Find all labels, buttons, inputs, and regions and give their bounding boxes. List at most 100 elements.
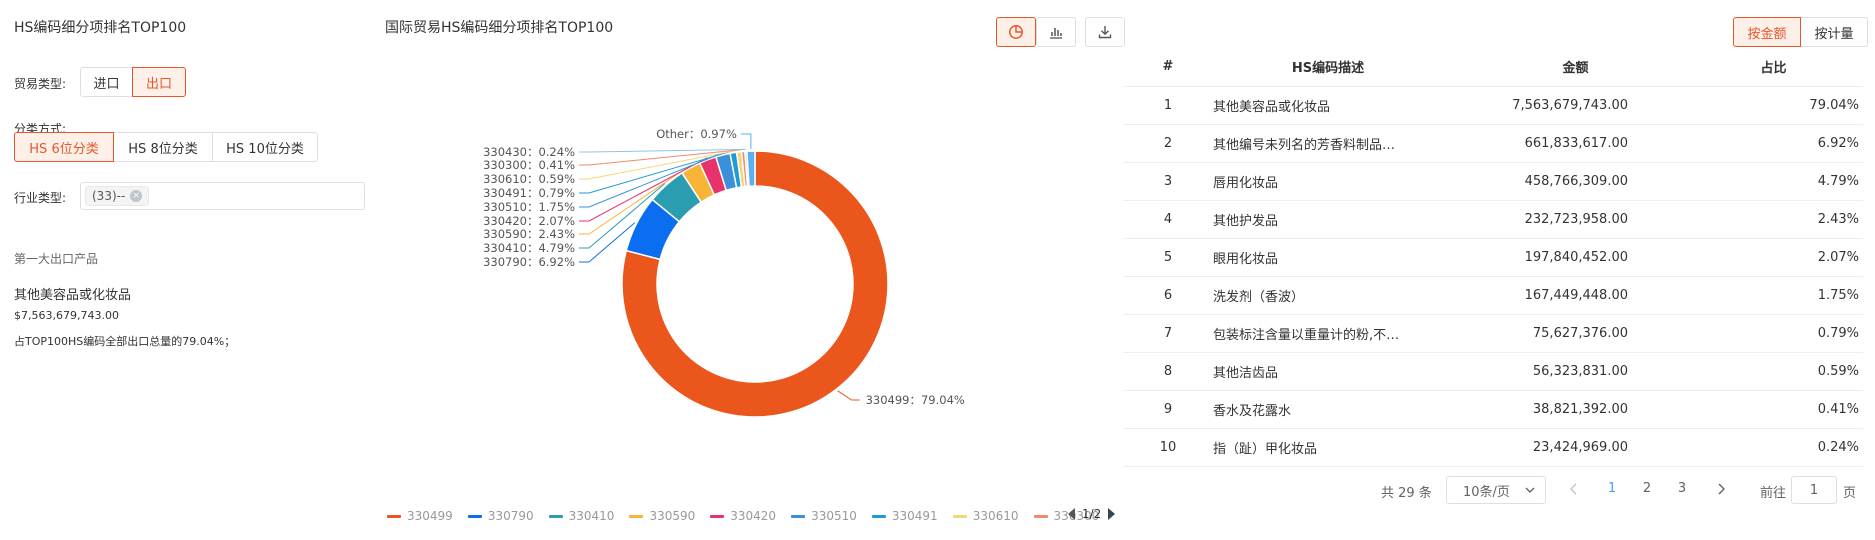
pie-label: 330510：1.75%: [483, 200, 575, 214]
export-button[interactable]: 出口: [132, 67, 186, 97]
pie-slice-other[interactable]: [746, 150, 756, 187]
legend-label: 330590: [649, 509, 696, 523]
table-row: 9 香水及花露水 38,821,392.00 0.41%: [1123, 390, 1863, 429]
col-desc-header: HS编码描述: [1213, 48, 1443, 87]
row-index: 5: [1123, 238, 1213, 277]
page-size-select[interactable]: 10条/页: [1446, 476, 1546, 504]
pie-label: 330410：4.79%: [483, 241, 575, 255]
row-amount: 232,723,958.00: [1443, 200, 1628, 239]
table-row: 8 其他洁齿品 56,323,831.00 0.59%: [1123, 352, 1863, 391]
legend-next-icon[interactable]: [1107, 507, 1117, 521]
pie-label: 330790：6.92%: [483, 255, 575, 269]
row-description: 唇用化妆品: [1213, 162, 1443, 201]
hs6-button[interactable]: HS 6位分类: [14, 132, 114, 162]
pie-label-line: [579, 149, 744, 166]
row-description: 眼用化妆品: [1213, 238, 1443, 277]
goto-page-suffix: 页: [1843, 486, 1857, 501]
summary-product-value: $7,563,679,743.00: [14, 309, 119, 322]
row-amount: 38,821,392.00: [1443, 390, 1628, 429]
row-percent: 1.75%: [1628, 276, 1863, 315]
classify-toggle: HS 6位分类 HS 8位分类 HS 10位分类: [14, 132, 318, 162]
legend-swatch: [629, 514, 644, 518]
pie-label: Other：0.97%: [656, 127, 737, 141]
trade-type-label: 贸易类型:: [14, 77, 67, 91]
next-page-icon[interactable]: [1716, 483, 1726, 495]
pie-label-line: [837, 390, 860, 401]
legend-item[interactable]: 330499: [387, 509, 453, 523]
legend-item[interactable]: 330610: [952, 509, 1019, 523]
row-index: 10: [1123, 428, 1213, 467]
hs8-button[interactable]: HS 8位分类: [113, 132, 213, 162]
row-index: 7: [1123, 314, 1213, 353]
by-quantity-button[interactable]: 按计量: [1800, 17, 1868, 47]
col-index-header: #: [1123, 48, 1213, 87]
legend-item[interactable]: 330300: [1033, 509, 1099, 523]
industry-label: 行业类型:: [14, 191, 67, 205]
download-icon: [1098, 26, 1112, 39]
measure-toggle: 按金额 按计量: [1733, 17, 1868, 47]
goto-page-input[interactable]: 1: [1791, 476, 1837, 504]
row-percent: 4.79%: [1628, 162, 1863, 201]
table-row: 5 眼用化妆品 197,840,452.00 2.07%: [1123, 238, 1863, 277]
legend-prev-icon[interactable]: [1066, 507, 1076, 521]
table-row: 6 洗发剂（香波） 167,449,448.00 1.75%: [1123, 276, 1863, 315]
legend-label: 330491: [891, 509, 938, 523]
pie-label: 330300：0.41%: [483, 158, 575, 172]
page-number[interactable]: 3: [1677, 481, 1687, 496]
bar-view-button[interactable]: [1036, 17, 1076, 47]
goto-label: 前往: [1760, 486, 1787, 501]
table-row: 10 指（趾）甲化妆品 23,424,969.00 0.24%: [1123, 428, 1863, 467]
legend-item[interactable]: 330510: [791, 509, 857, 523]
legend-item[interactable]: 330491: [871, 509, 938, 523]
legend-item[interactable]: 330790: [467, 509, 534, 523]
pie-label: 330499：79.04%: [866, 393, 965, 407]
row-amount: 56,323,831.00: [1443, 352, 1628, 391]
import-button[interactable]: 进口: [80, 67, 133, 97]
table-header-row: # HS编码描述 金额 占比: [1123, 48, 1863, 87]
close-icon[interactable]: ×: [130, 190, 143, 202]
row-description: 其他美容品或化妆品: [1213, 86, 1443, 125]
pie-view-button[interactable]: [996, 17, 1036, 47]
row-amount: 23,424,969.00: [1443, 428, 1628, 467]
legend-label: 330420: [730, 509, 777, 523]
legend-label: 330790: [487, 509, 534, 523]
row-percent: 79.04%: [1628, 86, 1863, 125]
page-number[interactable]: 2: [1642, 481, 1652, 496]
industry-tag-text: (33)--: [92, 189, 126, 203]
pie-label-line: [579, 149, 739, 180]
row-description: 包装标注含量以重量计的粉,不…: [1213, 314, 1443, 353]
legend-item[interactable]: 330420: [710, 509, 776, 523]
row-amount: 167,449,448.00: [1443, 276, 1628, 315]
hs10-button[interactable]: HS 10位分类: [212, 132, 318, 162]
legend-swatch: [871, 514, 886, 518]
row-amount: 75,627,376.00: [1443, 314, 1628, 353]
page-number[interactable]: 1: [1607, 481, 1617, 496]
chevron-down-icon: [1525, 487, 1535, 493]
table-row: 3 唇用化妆品 458,766,309.00 4.79%: [1123, 162, 1863, 201]
legend-item[interactable]: 330410: [548, 509, 615, 523]
row-percent: 2.43%: [1628, 200, 1863, 239]
table-row: 7 包装标注含量以重量计的粉,不… 75,627,376.00 0.79%: [1123, 314, 1863, 353]
legend-item[interactable]: 330590: [629, 509, 695, 523]
row-index: 3: [1123, 162, 1213, 201]
industry-tag: (33)-- ×: [85, 186, 150, 206]
legend-swatch: [467, 514, 482, 518]
legend-label: 330410: [568, 509, 615, 523]
row-percent: 6.92%: [1628, 124, 1863, 163]
industry-select[interactable]: (33)-- ×: [80, 182, 365, 210]
page-size-value: 10条/页: [1463, 484, 1510, 500]
col-amount-header: 金额: [1443, 48, 1628, 87]
row-index: 6: [1123, 276, 1213, 315]
row-description: 其他洁齿品: [1213, 352, 1443, 391]
legend-swatch: [952, 514, 967, 518]
row-index: 8: [1123, 352, 1213, 391]
summary-description: 占TOP100HS编码全部出口总量的79.04%；: [14, 335, 236, 348]
download-button[interactable]: [1085, 17, 1125, 47]
prev-page-icon[interactable]: [1569, 483, 1579, 495]
pie-slice-330499[interactable]: [621, 150, 889, 418]
row-index: 4: [1123, 200, 1213, 239]
pie-chart-icon: [1009, 25, 1023, 39]
row-percent: 2.07%: [1628, 238, 1863, 277]
by-amount-button[interactable]: 按金额: [1733, 17, 1801, 47]
legend-page-indicator: 1/2: [1082, 507, 1102, 521]
